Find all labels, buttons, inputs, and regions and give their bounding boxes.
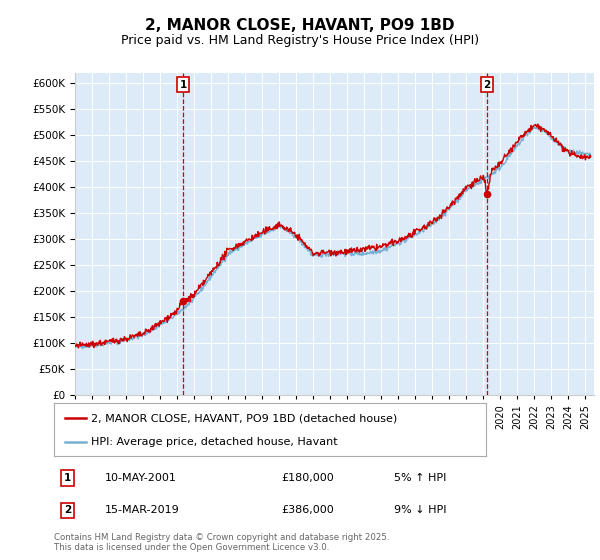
Text: 2, MANOR CLOSE, HAVANT, PO9 1BD: 2, MANOR CLOSE, HAVANT, PO9 1BD — [145, 18, 455, 32]
Text: 10-MAY-2001: 10-MAY-2001 — [106, 473, 177, 483]
Text: 9% ↓ HPI: 9% ↓ HPI — [394, 505, 446, 515]
Text: Price paid vs. HM Land Registry's House Price Index (HPI): Price paid vs. HM Land Registry's House … — [121, 34, 479, 47]
Text: 1: 1 — [179, 80, 187, 90]
Text: 1: 1 — [64, 473, 71, 483]
Text: HPI: Average price, detached house, Havant: HPI: Average price, detached house, Hava… — [91, 436, 337, 446]
Text: £180,000: £180,000 — [281, 473, 334, 483]
Text: 2: 2 — [484, 80, 491, 90]
Text: 15-MAR-2019: 15-MAR-2019 — [106, 505, 180, 515]
Text: Contains HM Land Registry data © Crown copyright and database right 2025.
This d: Contains HM Land Registry data © Crown c… — [54, 533, 389, 552]
Text: 5% ↑ HPI: 5% ↑ HPI — [394, 473, 446, 483]
Text: 2: 2 — [64, 505, 71, 515]
Text: £386,000: £386,000 — [281, 505, 334, 515]
Text: 2, MANOR CLOSE, HAVANT, PO9 1BD (detached house): 2, MANOR CLOSE, HAVANT, PO9 1BD (detache… — [91, 413, 397, 423]
